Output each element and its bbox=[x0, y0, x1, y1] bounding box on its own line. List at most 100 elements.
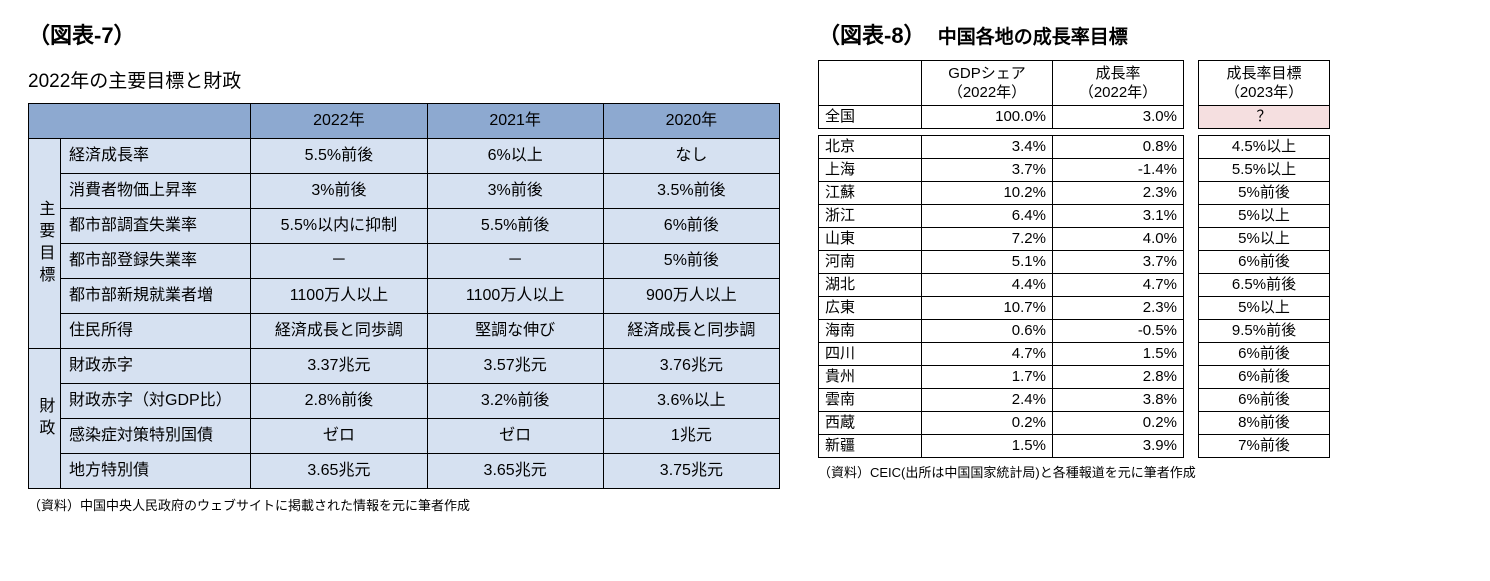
table-row: 6%前後 bbox=[1199, 366, 1330, 389]
target-cell: 5%以上 bbox=[1199, 205, 1330, 228]
region-cell: 全国 bbox=[819, 106, 922, 129]
header-growth: 成長率（2022年） bbox=[1053, 61, 1184, 106]
region-cell: 湖北 bbox=[819, 274, 922, 297]
table-row: 5%以上 bbox=[1199, 297, 1330, 320]
cell-value: 3%前後 bbox=[251, 174, 427, 209]
growth-cell: 0.8% bbox=[1053, 136, 1184, 159]
cell-value: 1100万人以上 bbox=[251, 279, 427, 314]
row-label: 財政赤字（対GDP比） bbox=[61, 384, 251, 419]
target-cell: 6%前後 bbox=[1199, 343, 1330, 366]
target-cell: 5%以上 bbox=[1199, 297, 1330, 320]
table-row-national: 全国100.0%3.0% bbox=[819, 106, 1184, 129]
table-row: 新疆1.5%3.9% bbox=[819, 435, 1184, 458]
target-cell: 6%前後 bbox=[1199, 389, 1330, 412]
row-label: 地方特別債 bbox=[61, 454, 251, 489]
cell-value: 3.76兆元 bbox=[603, 349, 779, 384]
target-cell: 4.5%以上 bbox=[1199, 136, 1330, 159]
cell-value: ゼロ bbox=[427, 419, 603, 454]
target-cell: 6%前後 bbox=[1199, 251, 1330, 274]
table-row: 8%前後 bbox=[1199, 412, 1330, 435]
cell-value: 経済成長と同歩調 bbox=[251, 314, 427, 349]
share-cell: 3.4% bbox=[922, 136, 1053, 159]
table-row: 7%前後 bbox=[1199, 435, 1330, 458]
share-cell: 10.7% bbox=[922, 297, 1053, 320]
table-row: 貴州1.7%2.8% bbox=[819, 366, 1184, 389]
table-row: 6%前後 bbox=[1199, 389, 1330, 412]
region-cell: 江蘇 bbox=[819, 182, 922, 205]
row-label: 都市部調査失業率 bbox=[61, 209, 251, 244]
table-row: 湖北4.4%4.7% bbox=[819, 274, 1184, 297]
region-cell: 山東 bbox=[819, 228, 922, 251]
table-row: 広東10.7%2.3% bbox=[819, 297, 1184, 320]
table-row: 5.5%以上 bbox=[1199, 159, 1330, 182]
table-row: 河南5.1%3.7% bbox=[819, 251, 1184, 274]
region-cell: 広東 bbox=[819, 297, 922, 320]
growth-cell: 2.3% bbox=[1053, 182, 1184, 205]
region-cell: 河南 bbox=[819, 251, 922, 274]
table-row: 財政財政赤字3.37兆元3.57兆元3.76兆元 bbox=[29, 349, 780, 384]
growth-cell: 3.7% bbox=[1053, 251, 1184, 274]
table-row: 都市部新規就業者増1100万人以上1100万人以上900万人以上 bbox=[29, 279, 780, 314]
growth-cell: 0.2% bbox=[1053, 412, 1184, 435]
region-cell: 海南 bbox=[819, 320, 922, 343]
table-row: 6.5%前後 bbox=[1199, 274, 1330, 297]
region-cell: 北京 bbox=[819, 136, 922, 159]
cell-value: 経済成長と同歩調 bbox=[603, 314, 779, 349]
figure-8: （図表-8） 中国各地の成長率目標 GDPシェア（2022年） 成長率（2022… bbox=[808, 18, 1470, 571]
region-cell: 新疆 bbox=[819, 435, 922, 458]
header-year-2020: 2020年 bbox=[603, 104, 779, 139]
table-header-row: 2022年 2021年 2020年 bbox=[29, 104, 780, 139]
table-row: 9.5%前後 bbox=[1199, 320, 1330, 343]
target-cell: 7%前後 bbox=[1199, 435, 1330, 458]
target-cell: 8%前後 bbox=[1199, 412, 1330, 435]
share-cell: 4.7% bbox=[922, 343, 1053, 366]
target-cell: 9.5%前後 bbox=[1199, 320, 1330, 343]
table-row: 四川4.7%1.5% bbox=[819, 343, 1184, 366]
header-region-blank bbox=[819, 61, 922, 106]
cell-value: 3.75兆元 bbox=[603, 454, 779, 489]
table-row: 北京3.4%0.8% bbox=[819, 136, 1184, 159]
header-blank bbox=[29, 104, 251, 139]
figure-7-title: （図表-7） bbox=[28, 18, 808, 50]
target-cell: 6.5%前後 bbox=[1199, 274, 1330, 297]
share-cell: 2.4% bbox=[922, 389, 1053, 412]
share-cell: 0.6% bbox=[922, 320, 1053, 343]
table-row: 地方特別債3.65兆元3.65兆元3.75兆元 bbox=[29, 454, 780, 489]
growth-cell: -0.5% bbox=[1053, 320, 1184, 343]
table-row: 浙江6.4%3.1% bbox=[819, 205, 1184, 228]
growth-cell: 2.8% bbox=[1053, 366, 1184, 389]
share-cell: 0.2% bbox=[922, 412, 1053, 435]
table-row: 感染症対策特別国債ゼロゼロ1兆元 bbox=[29, 419, 780, 454]
cell-value: 6%以上 bbox=[427, 139, 603, 174]
cell-value: 3.6%以上 bbox=[603, 384, 779, 419]
cell-value: 2.8%前後 bbox=[251, 384, 427, 419]
header-target: 成長率目標（2023年） bbox=[1199, 61, 1330, 106]
region-cell: 上海 bbox=[819, 159, 922, 182]
growth-cell: 3.9% bbox=[1053, 435, 1184, 458]
cell-value: なし bbox=[603, 139, 779, 174]
table-row: 5%前後 bbox=[1199, 182, 1330, 205]
table-row: 都市部調査失業率5.5%以内に抑制5.5%前後6%前後 bbox=[29, 209, 780, 244]
figure-8-title-text: （図表-8） bbox=[818, 23, 926, 48]
target-cell: 5%前後 bbox=[1199, 182, 1330, 205]
cell-value: ゼロ bbox=[251, 419, 427, 454]
target-cell: 5%以上 bbox=[1199, 228, 1330, 251]
figure-8-subtitle: 中国各地の成長率目標 bbox=[938, 27, 1128, 48]
cell-value: 1兆元 bbox=[603, 419, 779, 454]
share-cell: 10.2% bbox=[922, 182, 1053, 205]
spacer-row bbox=[819, 129, 1184, 136]
growth-cell: 2.3% bbox=[1053, 297, 1184, 320]
table-row: 西蔵0.2%0.2% bbox=[819, 412, 1184, 435]
table-row: 山東7.2%4.0% bbox=[819, 228, 1184, 251]
cell-value: 3.5%前後 bbox=[603, 174, 779, 209]
growth-cell: 4.7% bbox=[1053, 274, 1184, 297]
row-label: 都市部新規就業者増 bbox=[61, 279, 251, 314]
growth-cell: 4.0% bbox=[1053, 228, 1184, 251]
cell-value: 5.5%以内に抑制 bbox=[251, 209, 427, 244]
table-row: 上海3.7%-1.4% bbox=[819, 159, 1184, 182]
target-cell: ？ bbox=[1199, 106, 1330, 129]
category-fiscal: 財政 bbox=[29, 349, 61, 489]
table-row: 雲南2.4%3.8% bbox=[819, 389, 1184, 412]
share-cell: 1.7% bbox=[922, 366, 1053, 389]
region-cell: 西蔵 bbox=[819, 412, 922, 435]
